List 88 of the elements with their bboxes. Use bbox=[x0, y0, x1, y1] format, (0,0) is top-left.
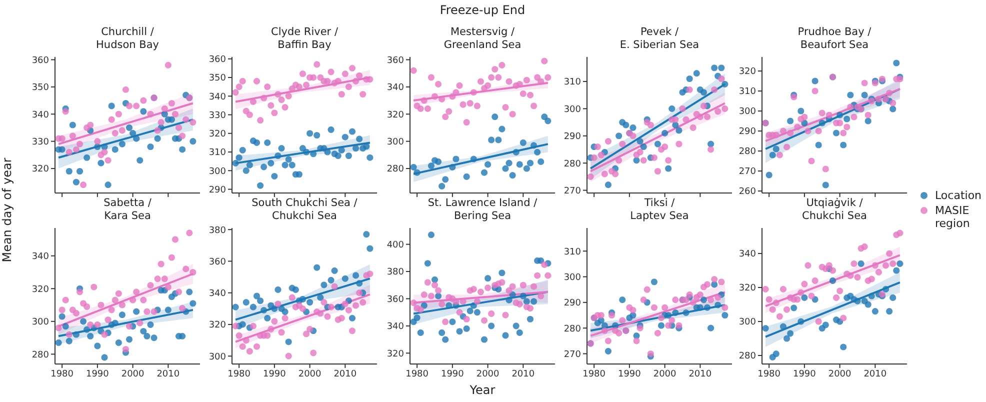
y-tick-label: 360 bbox=[208, 257, 226, 268]
x-tick-label: 1990 bbox=[618, 369, 642, 380]
chart-title: Sabetta / Kara Sea bbox=[102, 197, 152, 223]
y-tick-label: 340 bbox=[386, 83, 404, 94]
x-axis-title: Year bbox=[468, 383, 496, 397]
y-tick-label: 310 bbox=[738, 87, 756, 98]
y-tick-label: 360 bbox=[32, 56, 50, 66]
x-tick-label: 2010 bbox=[864, 369, 887, 380]
chart-title: Mestersvig / Greenland Sea bbox=[442, 26, 522, 52]
chart-title: Utqiaġvik / Chukchi Sea bbox=[801, 197, 868, 223]
y-tick-label: 280 bbox=[738, 147, 756, 158]
y-tick-label: 290 bbox=[564, 132, 582, 142]
y-tick-label: 270 bbox=[564, 350, 582, 360]
y-tick-label: 340 bbox=[32, 252, 50, 262]
y-tick-label: 300 bbox=[32, 318, 50, 328]
x-tick-label: 1990 bbox=[86, 369, 110, 380]
y-tick-label: 320 bbox=[386, 349, 404, 360]
y-tick-label: 330 bbox=[208, 110, 226, 121]
y-tick-label: 330 bbox=[32, 138, 50, 148]
x-tick-label: 2010 bbox=[156, 369, 180, 380]
y-tick-label: 300 bbox=[738, 318, 756, 328]
y-tick-label: 320 bbox=[208, 130, 226, 140]
y-tick-label: 320 bbox=[208, 320, 226, 331]
x-tick-label: 1980 bbox=[582, 369, 606, 380]
legend-label: Location bbox=[935, 189, 983, 202]
x-tick-label: 2010 bbox=[512, 369, 535, 380]
x-tick-label: 1980 bbox=[228, 369, 251, 380]
y-tick-label: 300 bbox=[208, 352, 226, 362]
y-tick-label: 280 bbox=[386, 164, 404, 175]
y-tick-label: 340 bbox=[32, 110, 50, 120]
y-tick-label: 270 bbox=[738, 167, 756, 178]
y-tick-label: 380 bbox=[386, 268, 404, 278]
x-tick-label: 1990 bbox=[792, 369, 816, 380]
y-tick-label: 320 bbox=[32, 284, 50, 295]
text: Freeze-up End bbox=[438, 3, 526, 17]
y-tick-label: 290 bbox=[564, 298, 582, 309]
y-tick-label: 350 bbox=[208, 74, 226, 84]
y-tick-label: 270 bbox=[564, 186, 582, 196]
x-tick-label: 2010 bbox=[334, 369, 357, 380]
y-tick-label: 360 bbox=[386, 294, 404, 305]
y-tick-label: 340 bbox=[386, 322, 404, 332]
y-tick-label: 310 bbox=[208, 148, 226, 158]
y-tick-label: 300 bbox=[738, 107, 756, 118]
chart-title: St. Lawrence Island / Bering Sea bbox=[426, 197, 538, 223]
chart-title: Tiksi / Laptev Sea bbox=[629, 197, 690, 223]
y-tick-label: 380 bbox=[208, 226, 226, 236]
y-tick-label: 320 bbox=[386, 110, 404, 120]
x-tick-label: 2000 bbox=[298, 369, 322, 380]
chart-title: Pevek / E. Siberian Sea bbox=[618, 26, 700, 52]
chart-title: Clyde River / Baffin Bay bbox=[270, 26, 339, 52]
chart-title: South Chukchi Sea / Chukchi Sea bbox=[250, 197, 358, 223]
x-tick-label: 1990 bbox=[440, 369, 464, 380]
y-tick-label: 280 bbox=[738, 352, 756, 362]
y-tick-label: 360 bbox=[386, 56, 404, 66]
y-axis-title: Mean day of year bbox=[0, 158, 14, 262]
y-tick-label: 340 bbox=[738, 250, 756, 260]
x-tick-label: 1990 bbox=[262, 369, 286, 380]
y-tick-label: 300 bbox=[564, 272, 582, 283]
y-tick-label: 350 bbox=[32, 83, 50, 94]
x-tick-label: 2000 bbox=[121, 369, 145, 380]
chart-title: Churchill / Hudson Bay bbox=[95, 26, 160, 52]
x-tick-label: 2000 bbox=[828, 369, 852, 380]
y-tick-label: 300 bbox=[564, 104, 582, 115]
y-tick-label: 290 bbox=[208, 185, 226, 196]
y-tick-label: 320 bbox=[32, 164, 50, 175]
y-tick-label: 280 bbox=[32, 350, 50, 360]
y-tick-label: 310 bbox=[564, 247, 582, 258]
y-tick-label: 360 bbox=[208, 55, 226, 66]
y-tick-label: 340 bbox=[208, 289, 226, 300]
x-tick-label: 1980 bbox=[50, 369, 74, 380]
y-tick-label: 310 bbox=[564, 78, 582, 88]
y-tick-label: 320 bbox=[738, 67, 756, 78]
y-tick-label: 280 bbox=[564, 324, 582, 334]
x-tick-label: 1980 bbox=[406, 369, 429, 380]
x-tick-label: 2000 bbox=[476, 369, 500, 380]
legend-label: MASIE region bbox=[935, 204, 971, 230]
y-tick-label: 300 bbox=[386, 138, 404, 148]
y-tick-label: 260 bbox=[738, 187, 756, 198]
x-tick-label: 2000 bbox=[653, 369, 677, 380]
x-tick-label: 1980 bbox=[758, 369, 781, 380]
y-tick-label: 290 bbox=[738, 127, 756, 138]
y-tick-label: 320 bbox=[738, 284, 756, 294]
y-tick-label: 400 bbox=[386, 240, 404, 251]
x-tick-label: 2010 bbox=[688, 369, 712, 380]
y-tick-label: 300 bbox=[208, 166, 226, 177]
y-tick-label: 280 bbox=[564, 159, 582, 170]
y-tick-label: 340 bbox=[208, 92, 226, 102]
chart-title: Prudhoe Bay / Beaufort Sea bbox=[796, 26, 872, 52]
